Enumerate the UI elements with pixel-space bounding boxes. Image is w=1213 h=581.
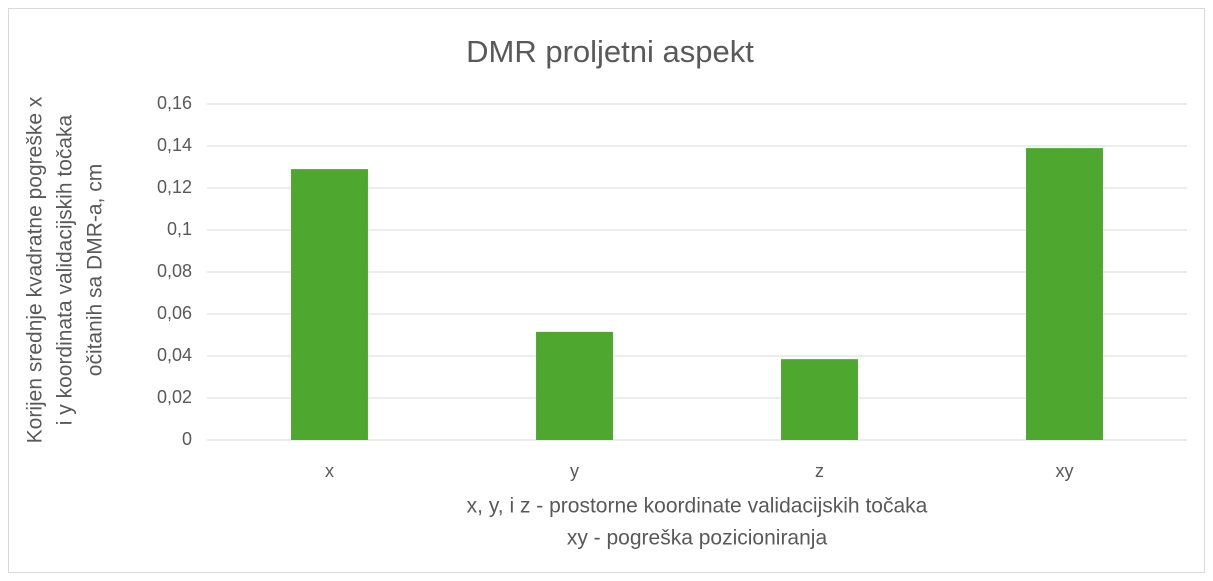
y-tick-label: 0	[182, 429, 192, 449]
y-tick-label: 0,16	[157, 93, 192, 113]
y-tick-label: 0,08	[157, 261, 192, 281]
bar	[291, 169, 368, 440]
y-tick-label: 0,06	[157, 303, 192, 323]
y-tick-label: 0,04	[157, 345, 192, 365]
y-tick-label: 0,14	[157, 135, 192, 155]
y-tick-label: 0,02	[157, 387, 192, 407]
x-tick-label: xy	[1056, 461, 1074, 481]
x-tick-label: y	[570, 461, 579, 481]
y-axis-label: Korijen srednje kvadratne pogreške x	[24, 96, 47, 443]
bar	[781, 359, 858, 440]
x-axis-label: xy - pogreška pozicioniranja	[567, 527, 828, 550]
y-axis-label: očitanih sa DMR-a, cm	[84, 164, 107, 376]
chart-border	[8, 8, 1205, 573]
x-axis-label: x, y, i z - prostorne koordinate validac…	[467, 495, 928, 518]
y-tick-label: 0,12	[157, 177, 192, 197]
bar	[1026, 148, 1103, 440]
bar	[536, 331, 613, 440]
y-tick-label: 0,1	[167, 219, 192, 239]
x-tick-label: x	[325, 461, 334, 481]
y-axis-label: i y koordinata validacijskih točaka	[54, 114, 77, 425]
x-tick-label: z	[815, 461, 824, 481]
chart-title: DMR proljetni aspekt	[466, 34, 754, 69]
